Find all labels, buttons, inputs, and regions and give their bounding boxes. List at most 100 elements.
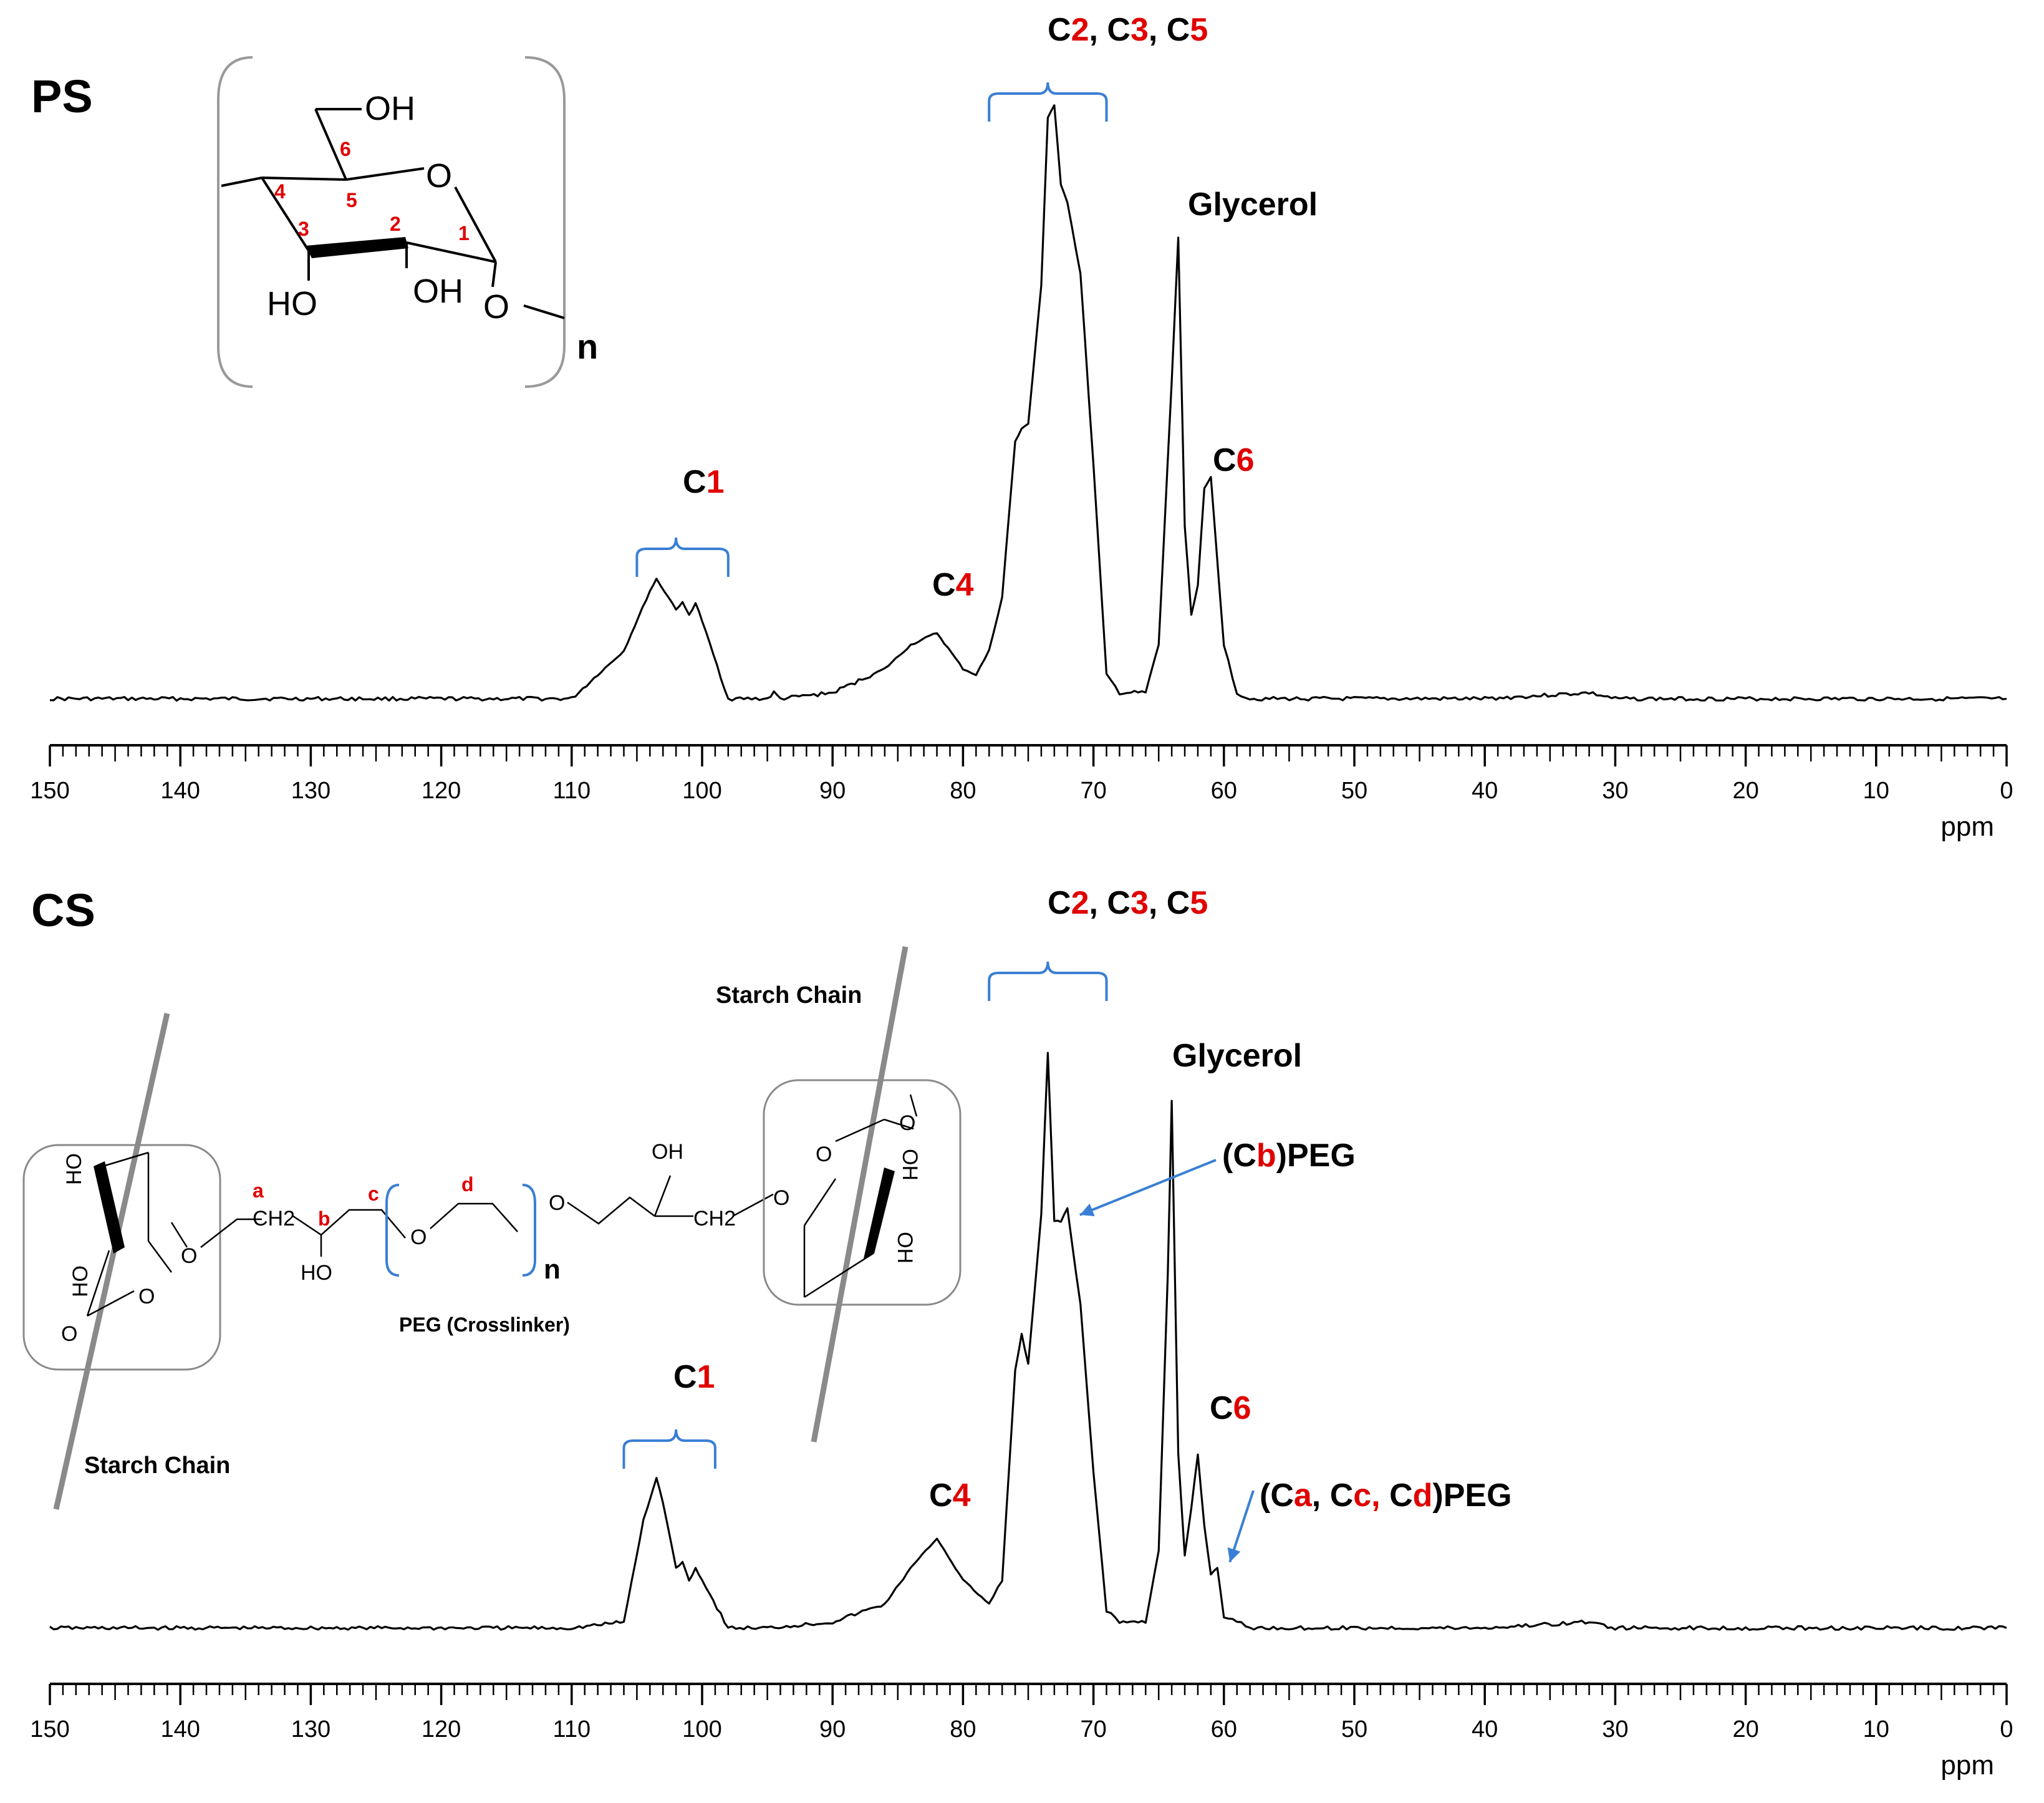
x-tick-label: 120 xyxy=(422,1716,461,1743)
peak-label: C6 xyxy=(1210,1390,1251,1426)
peak-arrowhead xyxy=(1227,1547,1241,1562)
panel-ps: PS OH O HO OH O n 6 5 4 xyxy=(30,12,2013,842)
x-tick-label: 90 xyxy=(819,778,846,804)
cs-link-ch2-b: CH2 xyxy=(693,1207,736,1230)
x-tick-label: 60 xyxy=(1211,778,1237,804)
cs-right-wedge xyxy=(864,1167,895,1259)
x-tick-label: 80 xyxy=(950,778,976,804)
peak-label: Glycerol xyxy=(1188,186,1318,223)
peak-label-text: C xyxy=(1048,12,1071,48)
peak-label-text: C xyxy=(1389,1477,1413,1514)
cs-caption-peg: PEG (Crosslinker) xyxy=(399,1313,570,1336)
ps-structure: OH O HO OH O n 6 5 4 3 2 1 xyxy=(217,56,598,388)
peak-bracket xyxy=(622,1429,716,1469)
peak-label-text: , C xyxy=(1149,885,1190,921)
cs-left-starch-box xyxy=(22,1144,221,1371)
x-tick-label: 130 xyxy=(291,778,330,804)
ps-bond-c2-c1 xyxy=(406,241,496,263)
cs-caption-starch-right: Starch Chain xyxy=(716,982,862,1008)
peak-label: C4 xyxy=(932,567,974,603)
peak-label-text: Glycerol xyxy=(1188,186,1318,223)
peak-label-text: , C xyxy=(1312,1477,1353,1514)
cs-peg-chain xyxy=(430,1202,518,1232)
ps-num-6: 6 xyxy=(340,138,351,160)
x-tick-label: 0 xyxy=(2000,1716,2013,1743)
peak-label-carbon-index: 1 xyxy=(706,464,725,500)
ps-num-5: 5 xyxy=(346,189,357,211)
peak-bracket xyxy=(988,961,1108,1001)
x-tick-label: 110 xyxy=(553,778,591,804)
cs-right-slash xyxy=(811,946,909,1443)
peak-label-text: C xyxy=(683,464,706,500)
cs-right-o-top: O xyxy=(899,1111,915,1135)
peak-label-carbon-index: b xyxy=(1256,1138,1276,1174)
x-tick-label: 140 xyxy=(160,1716,200,1743)
x-tick-label: 50 xyxy=(1341,1716,1367,1743)
x-tick-label: 30 xyxy=(1602,1716,1628,1743)
peak-label-text: , C xyxy=(1089,12,1130,48)
cs-left-o-ring: O xyxy=(138,1285,155,1308)
peak-bracket xyxy=(988,82,1108,122)
cs-right-bond-4 xyxy=(884,1118,914,1130)
cs-link-ho: HO xyxy=(301,1261,332,1285)
ps-label-oh-c2: OH xyxy=(413,273,463,310)
ps-num-1: 1 xyxy=(458,222,470,244)
ps-wedge-c3-c2 xyxy=(306,237,408,258)
peak-label: (Cb)PEG xyxy=(1222,1138,1356,1174)
cs-right-bond-3 xyxy=(835,1118,885,1143)
cs-right-starch-box xyxy=(763,1079,962,1306)
peak-label: C1 xyxy=(683,464,724,500)
peak-label-carbon-index: 6 xyxy=(1237,442,1255,478)
ps-structure-left-paren xyxy=(217,56,253,388)
ps-num-4: 4 xyxy=(274,180,286,203)
x-tick-label: 70 xyxy=(1080,778,1106,804)
peak-label-text: )PEG xyxy=(1432,1477,1511,1514)
cs-peg-n: n xyxy=(544,1254,561,1285)
cs-letter-b: b xyxy=(318,1207,330,1230)
cs-right-oh-2: OH xyxy=(893,1232,917,1264)
x-tick-label: 120 xyxy=(422,778,461,804)
cs-left-ho-2: HO xyxy=(69,1265,92,1297)
peak-label-carbon-index: d xyxy=(1413,1477,1433,1514)
peak-label-text: C xyxy=(929,1477,953,1514)
cs-linker-chain-right xyxy=(567,1196,655,1225)
x-tick-label: 70 xyxy=(1080,1716,1106,1743)
cs-structure: Starch Chain HO HO O O O CH2 HO O xyxy=(22,946,962,1510)
cs-link-bond-oh xyxy=(653,1175,672,1217)
ps-bond-c4-left xyxy=(221,176,263,187)
peak-label-carbon-index: a xyxy=(1294,1477,1313,1514)
cs-letter-c: c xyxy=(368,1182,379,1205)
cs-left-o-bottom: O xyxy=(61,1322,77,1346)
x-tick-label: 90 xyxy=(819,1716,846,1743)
cs-right-bond-2 xyxy=(803,1178,837,1226)
cs-link-bond-o-right xyxy=(732,1193,774,1217)
peak-label: (Ca, Cc, Cd)PEG xyxy=(1260,1477,1512,1514)
ps-bond-o-c1 xyxy=(454,186,497,263)
x-tick-label: 60 xyxy=(1211,1716,1237,1743)
peak-label-text: C xyxy=(932,567,956,603)
ps-label-o-ring: O xyxy=(426,157,452,195)
peak-label-text: C xyxy=(1210,1390,1233,1426)
cs-left-slash xyxy=(53,1013,170,1510)
x-tick-label: 150 xyxy=(30,778,69,804)
x-tick-label: 20 xyxy=(1732,1716,1758,1743)
ps-bond-c5-o xyxy=(345,167,425,181)
cs-left-bond-6 xyxy=(170,1222,188,1248)
peak-label-carbon-index: 4 xyxy=(953,1477,971,1514)
cs-letter-d: d xyxy=(461,1173,474,1196)
cs-left-bond-5 xyxy=(102,1151,149,1167)
x-tick-label: 10 xyxy=(1863,778,1889,804)
cs-linker-chain-left xyxy=(200,1218,262,1248)
cs-right-bond-6 xyxy=(804,1252,874,1298)
peak-label: Glycerol xyxy=(1172,1038,1302,1074)
peak-label-text: C xyxy=(673,1359,697,1395)
x-tick-label: 30 xyxy=(1602,778,1628,804)
x-tick-label: 80 xyxy=(950,1716,976,1743)
peak-label-text: )PEG xyxy=(1276,1138,1356,1174)
cs-link-oh: OH xyxy=(652,1140,683,1164)
x-tick-label: 100 xyxy=(682,1716,721,1743)
peak-label-carbon-index: 3 xyxy=(1130,12,1149,48)
spectrum-line xyxy=(49,1051,2007,1631)
peak-label: C2, C3, C5 xyxy=(1048,885,1208,921)
ps-bond-o-right xyxy=(523,304,565,319)
